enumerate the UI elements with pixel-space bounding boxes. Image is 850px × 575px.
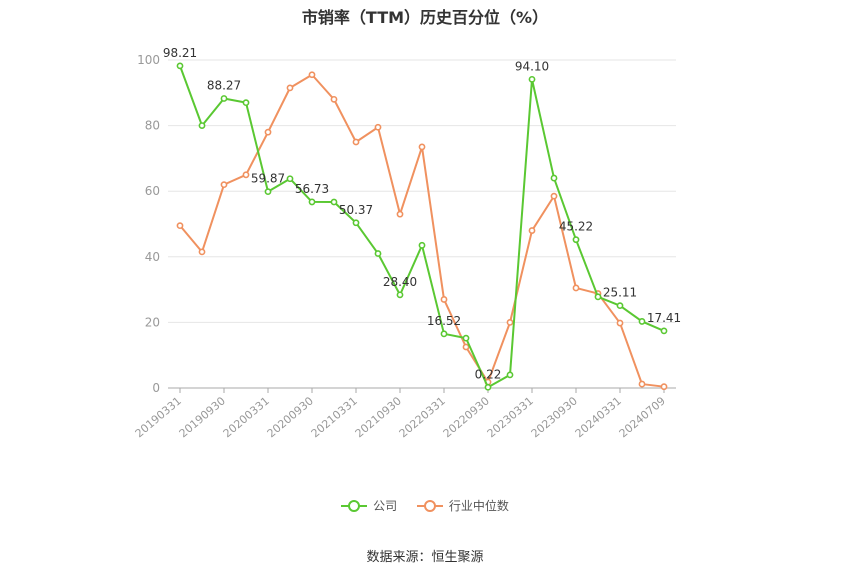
legend-marker-company (341, 499, 368, 513)
series-1-point (638, 380, 646, 388)
series-0-point (242, 99, 250, 107)
legend-label-industry-median: 行业中位数 (448, 499, 509, 513)
data-label: 16.52 (427, 314, 461, 328)
series-1-point (198, 248, 206, 256)
y-tick-label: 100 (137, 53, 160, 67)
data-label: 17.41 (647, 311, 681, 325)
series-0-point (264, 188, 272, 196)
series-1-point (176, 222, 184, 230)
data-label: 0.22 (475, 367, 502, 381)
series-0-point (528, 75, 536, 83)
x-tick-label: 20230930 (529, 394, 580, 440)
data-labels: 98.21 88.27 59.87 56.73 50.37 28.40 16.52 0.22 9… (163, 46, 681, 381)
series-1-point (506, 318, 514, 326)
source-note: 数据来源：恒生聚源 (366, 550, 484, 565)
series-1-point (352, 138, 360, 146)
series-0-point (462, 334, 470, 342)
series-0-point (198, 122, 206, 129)
x-tick-label: 20220331 (397, 394, 448, 440)
x-tick-label: 20200331 (221, 394, 272, 440)
series-0-point (594, 293, 602, 301)
x-tick-label: 20240709 (617, 394, 668, 440)
x-tick-label: 20190331 (133, 394, 184, 440)
data-label: 98.21 (163, 46, 197, 60)
series-1-point (572, 284, 580, 292)
series-0-point (550, 174, 558, 182)
data-label: 45.22 (559, 220, 593, 234)
legend-marker-industry-median (416, 499, 443, 513)
y-tick-label: 80 (145, 119, 160, 133)
data-label: 50.37 (339, 203, 373, 217)
series-0-point (220, 95, 228, 102)
legend-item-company[interactable]: 公司 (341, 497, 397, 514)
series-1-point (462, 343, 470, 351)
series-0-point (484, 383, 492, 391)
y-tick-label: 40 (145, 250, 160, 264)
series-1-point (440, 296, 448, 303)
series-0-point (638, 318, 646, 325)
data-label: 59.87 (251, 172, 285, 186)
series-0-point (396, 291, 404, 299)
x-tick-label: 20230331 (485, 394, 536, 440)
x-tick-label: 20210331 (309, 394, 360, 440)
series-1-point (550, 192, 558, 200)
data-label: 25.11 (603, 286, 637, 300)
series-0-point (330, 198, 338, 206)
x-tick-label: 20240331 (573, 394, 624, 440)
series-0-point (418, 241, 426, 249)
series-0-point (176, 62, 184, 70)
series-0-point (308, 198, 316, 206)
y-tick-label: 20 (145, 315, 160, 329)
x-tick-label: 20210930 (353, 394, 404, 440)
gridlines (168, 59, 676, 323)
series-0-point (660, 327, 668, 335)
series-0-point (616, 302, 624, 310)
data-label: 28.40 (383, 275, 417, 289)
series-0-point (374, 250, 382, 257)
legend: 公司 行业中位数 (0, 497, 850, 516)
series-1-point (308, 71, 316, 79)
legend-item-industry-median[interactable]: 行业中位数 (416, 497, 509, 514)
x-tick-label: 20220930 (441, 394, 492, 440)
series-0-point (352, 219, 360, 227)
series-1-point (374, 123, 382, 131)
series-1-point (242, 171, 250, 179)
series-0-point (440, 330, 448, 338)
y-tick-label: 60 (145, 184, 160, 198)
y-tick-label: 0 (152, 381, 160, 395)
legend-label-company: 公司 (373, 499, 398, 513)
x-tick-label: 20190930 (177, 394, 228, 440)
series-1-point (264, 128, 272, 136)
data-label: 56.73 (295, 182, 329, 196)
series-1-point (528, 227, 536, 234)
series-0-point (572, 236, 580, 244)
data-label: 94.10 (515, 59, 549, 73)
series-1-point (660, 383, 668, 391)
series-1-point (396, 210, 404, 218)
chart-title: 市销率（TTM）历史百分位（%） (301, 8, 549, 27)
series-0-point (286, 175, 294, 183)
series-1-point (616, 319, 624, 327)
series-1-point (220, 181, 228, 189)
series-1-point (286, 84, 294, 92)
x-tick-label: 20200930 (265, 394, 316, 440)
data-label: 88.27 (207, 78, 241, 92)
series-layer (176, 62, 668, 391)
series-0-point (506, 371, 514, 379)
series-1-point (330, 95, 338, 103)
series-1-point (418, 143, 426, 151)
